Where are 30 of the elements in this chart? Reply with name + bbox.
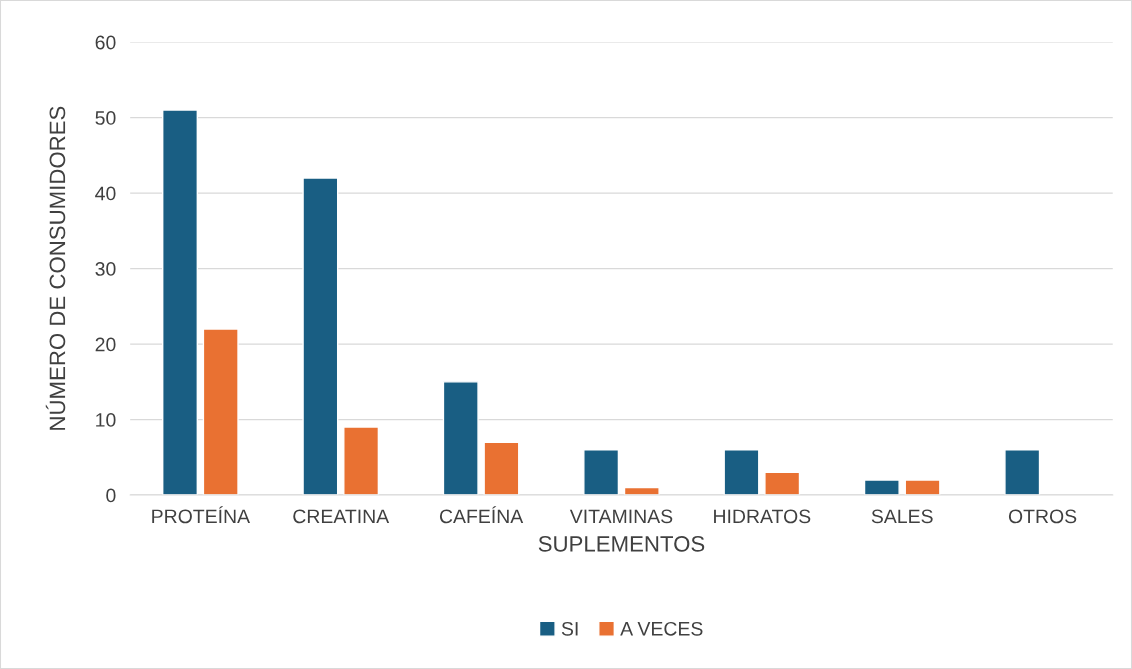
y-tick-label: 40 <box>95 186 116 201</box>
x-tick-label: OTROS <box>1008 509 1077 524</box>
x-axis-title: SUPLEMENTOS <box>538 535 705 552</box>
bar <box>343 426 380 496</box>
bar <box>162 109 199 496</box>
bar <box>202 328 239 496</box>
bar <box>904 479 941 496</box>
y-tick-label: 50 <box>95 111 116 125</box>
bar <box>723 449 760 496</box>
bar <box>863 479 900 496</box>
x-tick-label: VITAMINAS <box>569 509 673 524</box>
x-tick-label: CREATINA <box>293 509 390 524</box>
bar <box>483 441 520 496</box>
y-tick-label: 60 <box>95 35 116 50</box>
bar <box>1004 449 1041 496</box>
bar <box>583 449 620 496</box>
legend-label: SI <box>561 621 578 636</box>
x-tick-label: SALES <box>871 509 933 524</box>
bar <box>764 471 801 496</box>
y-tick-label: 30 <box>95 262 116 276</box>
x-tick-label: CAFEÍNA <box>439 506 524 524</box>
bar <box>302 177 339 496</box>
x-tick-label: PROTEÍNA <box>152 506 251 524</box>
x-tick-label: HIDRATOS <box>714 509 811 524</box>
legend-label: A VECES <box>620 621 703 636</box>
y-tick-label: 20 <box>95 337 116 352</box>
y-tick-label: 0 <box>106 488 116 503</box>
bar <box>442 381 479 496</box>
y-tick-label: 10 <box>96 413 116 427</box>
y-axis-title: NÚMERO DE CONSUMIDORES <box>45 106 66 430</box>
